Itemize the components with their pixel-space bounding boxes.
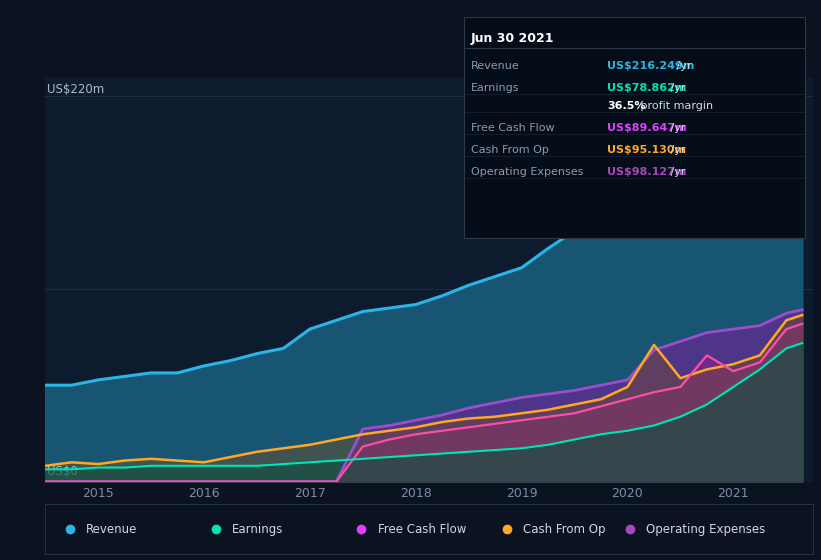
Text: /yr: /yr (667, 123, 685, 133)
Text: Cash From Op: Cash From Op (470, 145, 548, 155)
Text: profit margin: profit margin (637, 101, 713, 111)
Text: US$98.127m: US$98.127m (607, 167, 686, 177)
Text: US$0: US$0 (48, 465, 78, 478)
Text: Jun 30 2021: Jun 30 2021 (470, 32, 554, 45)
Text: /yr: /yr (672, 61, 691, 71)
Text: Earnings: Earnings (470, 83, 519, 93)
Text: Operating Expenses: Operating Expenses (646, 522, 765, 536)
Text: Earnings: Earnings (232, 522, 283, 536)
Text: Free Cash Flow: Free Cash Flow (378, 522, 466, 536)
Text: /yr: /yr (667, 145, 685, 155)
Text: Free Cash Flow: Free Cash Flow (470, 123, 554, 133)
Text: Revenue: Revenue (470, 61, 520, 71)
Text: Operating Expenses: Operating Expenses (470, 167, 583, 177)
Text: 36.5%: 36.5% (607, 101, 645, 111)
Text: US$89.647m: US$89.647m (607, 123, 686, 133)
Text: Revenue: Revenue (86, 522, 137, 536)
Text: US$220m: US$220m (48, 83, 105, 96)
Text: US$216.249m: US$216.249m (607, 61, 695, 71)
Text: /yr: /yr (667, 83, 685, 93)
Text: /yr: /yr (667, 167, 685, 177)
Text: US$95.130m: US$95.130m (607, 145, 686, 155)
Text: Cash From Op: Cash From Op (524, 522, 606, 536)
Text: US$78.862m: US$78.862m (607, 83, 686, 93)
